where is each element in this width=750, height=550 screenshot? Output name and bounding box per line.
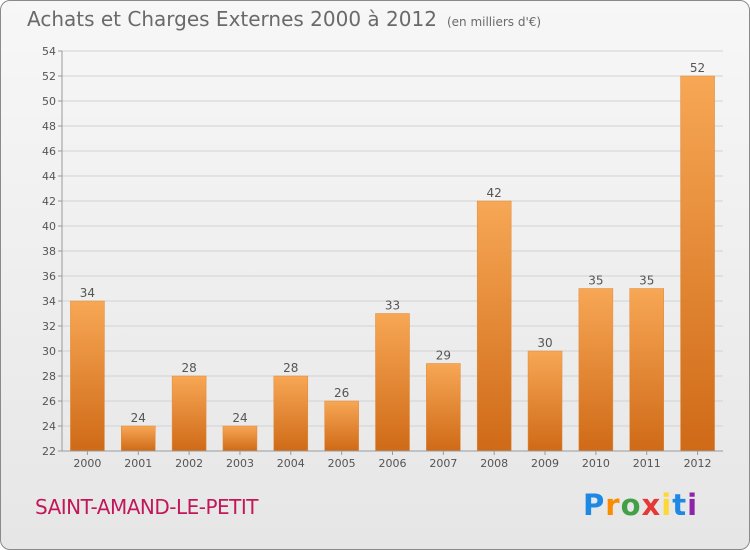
proxiti-logo: Proxiti <box>583 488 698 522</box>
data-label: 35 <box>639 274 654 288</box>
bar <box>578 288 614 452</box>
bar <box>171 375 207 452</box>
y-tick-label: 26 <box>42 395 56 408</box>
data-label: 33 <box>385 299 400 313</box>
x-tick-label: 2011 <box>633 457 661 470</box>
x-tick-label: 2009 <box>531 457 559 470</box>
data-label: 26 <box>334 386 349 400</box>
y-tick-label: 46 <box>42 145 56 158</box>
y-tick-label: 24 <box>42 420 56 433</box>
bar <box>680 75 715 452</box>
bar <box>70 300 105 452</box>
logo-letter-i-last: i <box>687 488 699 522</box>
y-tick-label: 52 <box>42 70 56 83</box>
y-tick-label: 30 <box>42 345 56 358</box>
x-tick-label: 2004 <box>277 457 305 470</box>
y-tick-label: 32 <box>42 320 56 333</box>
logo-letter-i: i <box>661 488 673 522</box>
bar <box>375 313 410 452</box>
y-tick-label: 48 <box>42 120 56 133</box>
x-tick-label: 2000 <box>73 457 101 470</box>
y-tick-label: 38 <box>42 245 56 258</box>
data-label: 29 <box>436 349 451 363</box>
x-tick-label: 2012 <box>684 457 712 470</box>
y-tick-label: 28 <box>42 370 56 383</box>
chart-unit: (en milliers d'€) <box>446 15 542 29</box>
bar <box>121 425 156 452</box>
logo-letter-x: x <box>641 488 662 522</box>
bar-layer <box>70 75 715 452</box>
x-tick-label: 2006 <box>379 457 407 470</box>
data-label: 52 <box>690 61 705 75</box>
x-tick-label: 2003 <box>226 457 254 470</box>
bar <box>273 375 309 452</box>
y-tick-label: 44 <box>42 170 56 183</box>
label-layer: 34 24 28 24 28 26 33 29 42 30 35 35 52 <box>80 61 705 425</box>
bar <box>324 400 359 452</box>
y-tick-label: 36 <box>42 270 56 283</box>
x-tick-label: 2002 <box>175 457 203 470</box>
chart-title-text: Achats et Charges Externes 2000 à 2012 <box>27 7 437 31</box>
y-tick-label: 40 <box>42 220 56 233</box>
data-label: 34 <box>80 286 95 300</box>
logo-letter-p: P <box>583 488 606 522</box>
y-tick-label: 22 <box>42 445 56 458</box>
bar <box>527 350 563 452</box>
chart-title: Achats et Charges Externes 2000 à 2012 (e… <box>27 7 541 31</box>
x-tick-label: 2010 <box>582 457 610 470</box>
y-tick-label: 42 <box>42 195 56 208</box>
bar <box>426 363 461 452</box>
bar <box>629 288 664 452</box>
y-tick-label: 50 <box>42 95 56 108</box>
data-label: 30 <box>537 336 552 350</box>
x-tick-label: 2001 <box>124 457 152 470</box>
data-label: 42 <box>487 186 502 200</box>
data-label: 28 <box>181 361 196 375</box>
commune-name: SAINT-AMAND-LE-PETIT <box>35 495 259 519</box>
data-label: 24 <box>131 411 146 425</box>
x-tick-label: 2008 <box>480 457 508 470</box>
bar <box>222 425 258 452</box>
y-tick-label: 54 <box>42 45 56 58</box>
x-tick-label: 2007 <box>429 457 457 470</box>
logo-letter-o: o <box>620 488 642 522</box>
data-label: 35 <box>588 274 603 288</box>
logo-letter-t: t <box>672 488 688 522</box>
logo-letter-r: r <box>605 488 621 522</box>
y-tick-label: 34 <box>42 295 56 308</box>
data-label: 24 <box>232 411 247 425</box>
x-tick-label: 2005 <box>328 457 356 470</box>
data-label: 28 <box>283 361 298 375</box>
axis-layer: 22 24 26 28 30 32 34 36 38 40 42 44 46 48 50 52 54 2000 20… <box>42 45 723 470</box>
bar <box>476 200 512 452</box>
